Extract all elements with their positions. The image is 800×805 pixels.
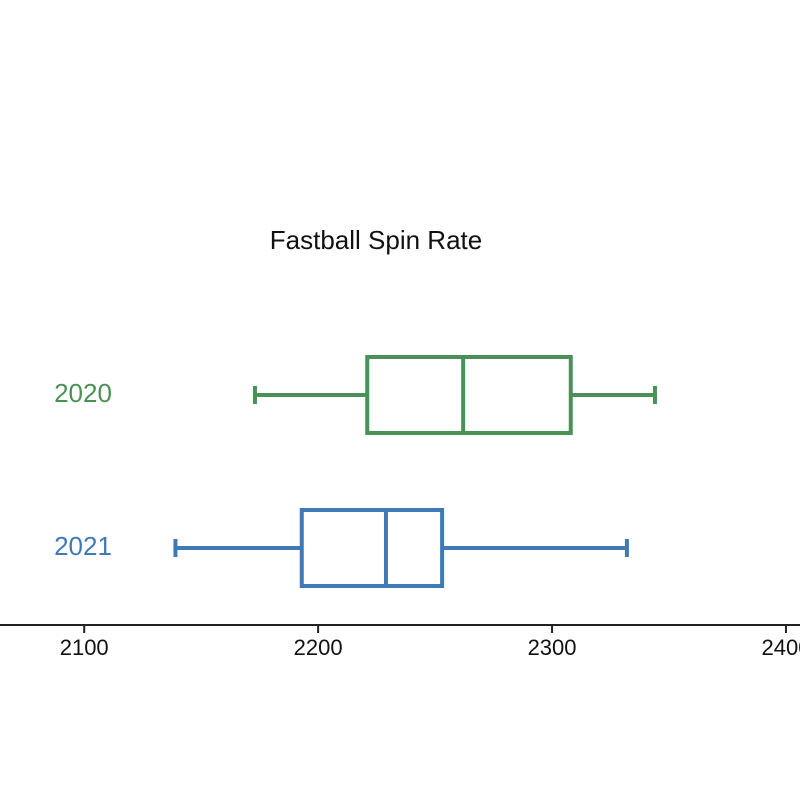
box	[365, 355, 573, 435]
category-label: 2020	[54, 378, 112, 408]
x-tick-label: 2100	[60, 635, 109, 660]
box	[299, 508, 445, 588]
x-tick-label: 2200	[294, 635, 343, 660]
x-tick-label: 2300	[528, 635, 577, 660]
category-label: 2021	[54, 531, 112, 561]
x-tick-label: 2400	[761, 635, 800, 660]
chart-title: Fastball Spin Rate	[270, 225, 482, 255]
